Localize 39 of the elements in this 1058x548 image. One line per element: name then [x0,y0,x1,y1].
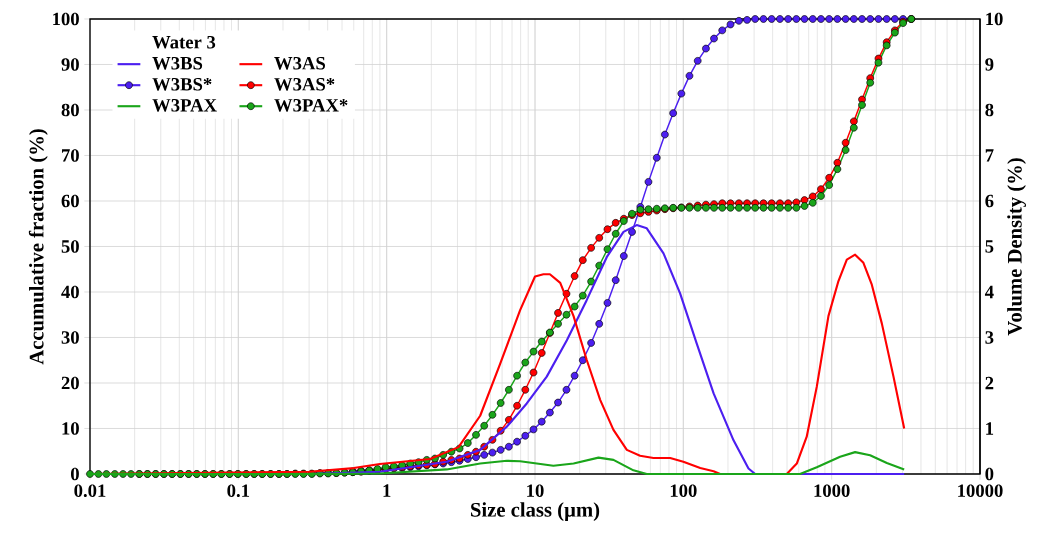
legend-label: W3PAX* [274,99,348,112]
y2-tick-label: 7 [985,149,994,162]
legend-label: W3PAX [152,99,217,112]
y-tick-label: 40 [61,285,79,299]
x-tick-label: 100 [670,484,697,497]
legend-label: W3BS* [152,78,212,91]
y-tick-label: 90 [61,58,79,71]
y-tick-label: 50 [61,240,79,253]
y2-tick-label: 5 [985,240,994,253]
y-tick-label: 80 [61,103,79,117]
x-axis-title: Size class (µm) [471,502,600,521]
y-tick-label: 60 [61,194,79,208]
legend-title: Water 3 [152,35,216,49]
y-tick-label: 0 [71,467,79,481]
y2-tick-label: 4 [984,285,994,299]
y-axis-title: Accumulative fraction (%) [28,129,48,365]
x-tick-label: 1 [383,484,391,497]
legend-label: W3BS [152,56,203,70]
y-tick-label: 20 [61,376,79,390]
y-tick-label: 30 [61,331,79,344]
y2-tick-label: 0 [985,467,994,481]
y2-tick-label: 10 [986,12,1003,26]
y2-tick-label: 1 [986,422,994,435]
x-tick-label: 0.01 [74,484,106,498]
y-tick-label: 70 [62,149,79,162]
x-tick-label: 10 [527,484,544,497]
legend-label: W3AS [274,56,326,70]
y2-tick-label: 6 [985,194,994,208]
y-tick-label: 10 [62,422,79,435]
y2-tick-label: 2 [985,376,994,390]
y2-tick-label: 3 [985,331,994,344]
y2-tick-label: 9 [985,58,994,71]
x-tick-label: 10000 [958,484,1003,497]
y2-axis-title: Volume Density (%) [1007,158,1026,336]
y2-tick-label: 8 [985,103,994,117]
x-tick-label: 1000 [814,484,850,497]
x-tick-label: 0.1 [227,484,250,498]
y-tick-label: 100 [53,12,79,26]
legend-label: W3AS* [274,78,335,91]
